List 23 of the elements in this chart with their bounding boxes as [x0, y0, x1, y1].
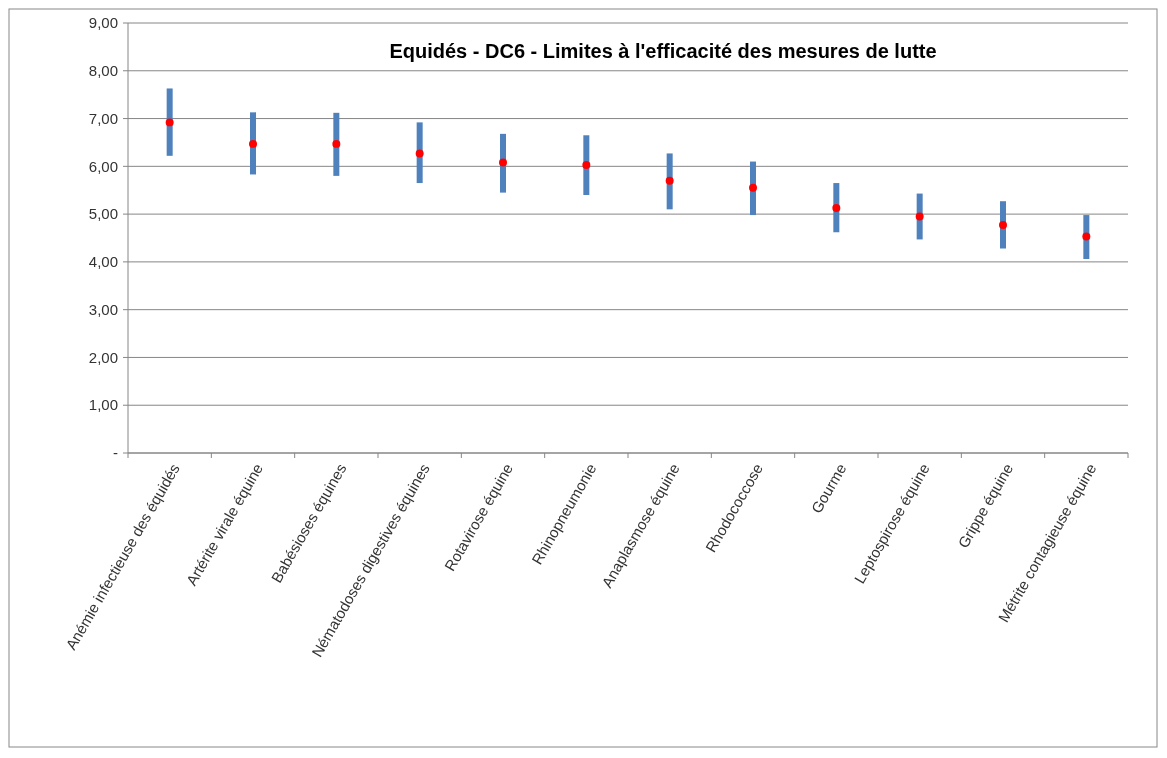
y-tick-label: 1,00 — [88, 396, 118, 414]
y-tick-label: 2,00 — [88, 348, 118, 366]
point — [665, 176, 674, 185]
y-tick-label: 6,00 — [88, 157, 118, 175]
point — [749, 183, 757, 192]
point — [499, 158, 507, 167]
point — [999, 221, 1007, 230]
point — [1082, 232, 1091, 241]
point — [332, 139, 341, 148]
y-tick-label: 5,00 — [88, 205, 118, 223]
point — [582, 160, 591, 169]
point — [832, 203, 841, 212]
point — [165, 118, 174, 127]
y-tick-label: 4,00 — [88, 253, 118, 271]
y-tick-label: 7,00 — [88, 109, 118, 127]
point — [415, 149, 424, 158]
point — [915, 212, 924, 221]
point — [249, 139, 257, 148]
y-tick-label: 9,00 — [88, 14, 118, 32]
y-tick-label: - — [113, 444, 118, 462]
y-tick-label: 8,00 — [88, 62, 118, 80]
y-tick-label: 3,00 — [88, 300, 118, 318]
text: Equidés - DC6 - Limites à l'efficacité des mesures de lutte — [389, 40, 937, 62]
